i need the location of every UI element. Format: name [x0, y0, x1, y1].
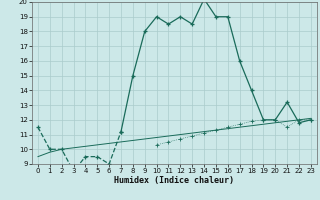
- X-axis label: Humidex (Indice chaleur): Humidex (Indice chaleur): [115, 176, 234, 185]
